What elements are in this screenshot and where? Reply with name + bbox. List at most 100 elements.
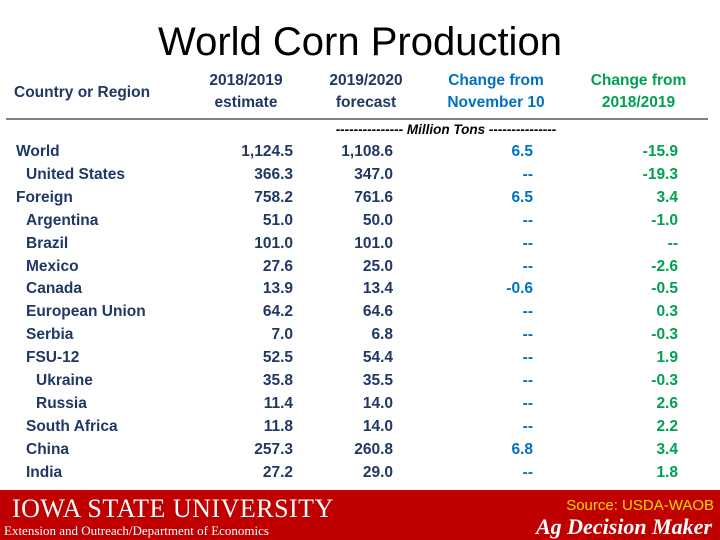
row-estimate: 101.0: [254, 234, 293, 252]
row-forecast: 35.5: [362, 372, 393, 389]
row-name: India: [26, 463, 63, 481]
header-chg-nov-line2: November 10: [447, 94, 545, 111]
footer-bar: Iowa State University Extension and Outr…: [0, 490, 720, 540]
units-label: --------------- Million Tons -----------…: [335, 122, 557, 137]
row-name: Mexico: [26, 257, 79, 275]
row-change-prev: -0.3: [651, 372, 678, 389]
row-name: Ukraine: [36, 372, 93, 389]
row-name: China: [26, 440, 70, 458]
row-change-prev: 1.8: [656, 463, 678, 481]
header-chg-prev-line2: 2018/2019: [601, 94, 676, 111]
header-divider: [6, 118, 708, 120]
row-change-nov: 6.5: [511, 188, 533, 206]
row-change-nov: --: [522, 234, 533, 252]
row-change-nov: --: [522, 257, 533, 275]
department-label: Extension and Outreach/Department of Eco…: [4, 523, 269, 538]
table-row: Mexico 27.6 25.0 -- -2.6: [6, 255, 708, 278]
row-change-prev: -19.3: [642, 165, 678, 183]
source-label: Source: USDA-WAOB: [566, 497, 714, 514]
table-row: India 27.2 29.0 -- 1.8: [6, 461, 708, 484]
row-estimate: 758.2: [254, 188, 293, 206]
row-estimate: 11.8: [263, 417, 293, 435]
table-row: Argentina 51.0 50.0 -- -1.0: [6, 209, 708, 232]
university-logo: Iowa State University: [12, 494, 334, 523]
row-change-prev: -1.0: [651, 211, 678, 229]
row-change-nov: --: [522, 326, 533, 344]
row-name: South Africa: [26, 417, 118, 435]
row-name: European Union: [26, 303, 146, 321]
row-estimate: 366.3: [254, 165, 293, 183]
row-change-nov: --: [522, 211, 533, 229]
row-estimate: 11.4: [263, 394, 293, 412]
row-change-prev: 0.3: [656, 303, 678, 321]
row-forecast: 6.8: [371, 326, 393, 344]
row-estimate: 27.2: [262, 463, 293, 481]
row-estimate: 35.8: [262, 372, 293, 389]
row-change-nov: -0.6: [506, 280, 533, 298]
row-estimate: 13.9: [262, 280, 293, 298]
row-change-prev: 3.4: [656, 440, 678, 458]
row-name: Foreign: [16, 188, 73, 206]
row-change-nov: --: [522, 349, 533, 367]
table-row: Russia 11.4 14.0 -- 2.6: [6, 392, 708, 415]
slide-title: World Corn Production: [158, 20, 562, 64]
table-row: FSU-12 52.5 54.4 -- 1.9: [6, 346, 708, 369]
row-forecast: 761.6: [354, 188, 393, 206]
row-forecast: 260.8: [354, 440, 393, 458]
table-row: World 1,124.5 1,108.6 6.5 -15.9: [6, 140, 708, 163]
row-change-prev: -2.6: [651, 257, 678, 275]
row-forecast: 29.0: [362, 463, 393, 481]
row-name: Serbia: [26, 326, 74, 344]
row-change-nov: --: [522, 417, 533, 435]
table-row: Foreign 758.2 761.6 6.5 3.4: [6, 186, 708, 209]
brand-label: Ag Decision Maker: [536, 514, 712, 539]
row-name: Russia: [36, 394, 87, 412]
row-forecast: 50.0: [362, 211, 393, 229]
row-change-nov: --: [522, 303, 533, 321]
row-change-prev: -0.5: [651, 280, 678, 298]
table-header: Country or Region 2018/2019 estimate 201…: [6, 68, 708, 118]
header-est-line2: estimate: [214, 94, 278, 111]
row-estimate: 52.5: [262, 349, 293, 367]
row-forecast: 101.0: [354, 234, 393, 252]
row-change-nov: --: [522, 165, 533, 183]
row-forecast: 25.0: [362, 257, 393, 275]
table-row: South Africa 11.8 14.0 -- 2.2: [6, 415, 708, 438]
row-change-prev: 1.9: [656, 349, 678, 367]
row-name: FSU-12: [26, 349, 80, 367]
row-estimate: 27.6: [262, 257, 293, 275]
row-change-nov: 6.8: [511, 440, 533, 458]
row-estimate: 64.2: [262, 303, 293, 321]
table-row: Canada 13.9 13.4 -0.6 -0.5: [6, 277, 708, 300]
row-forecast: 14.0: [362, 417, 393, 435]
header-chg-nov-line1: Change from: [448, 72, 544, 89]
row-change-prev: --: [667, 234, 678, 252]
row-change-prev: 2.2: [656, 417, 678, 435]
row-name: Brazil: [26, 234, 69, 252]
row-estimate: 7.0: [271, 326, 293, 344]
row-change-nov: --: [522, 372, 533, 389]
row-change-nov: 6.5: [511, 143, 533, 160]
row-name: World: [16, 143, 60, 160]
table-row: China 257.3 260.8 6.8 3.4: [6, 438, 708, 461]
row-name: Canada: [26, 280, 82, 298]
table-row: Brazil 101.0 101.0 -- --: [6, 232, 708, 255]
row-estimate: 51.0: [262, 211, 293, 229]
row-forecast: 13.4: [362, 280, 393, 298]
row-change-prev: -15.9: [642, 143, 678, 160]
row-estimate: 1,124.5: [241, 143, 293, 160]
row-forecast: 64.6: [362, 303, 393, 321]
header-fc-line2: forecast: [335, 94, 397, 111]
row-name: United States: [26, 165, 126, 183]
table-row: Ukraine 35.8 35.5 -- -0.3: [6, 369, 708, 392]
header-est-line1: 2018/2019: [209, 72, 283, 89]
row-change-nov: --: [522, 463, 533, 481]
row-estimate: 257.3: [254, 440, 293, 458]
row-forecast: 347.0: [354, 165, 393, 183]
row-forecast: 1,108.6: [341, 143, 393, 160]
production-table: Country or Region 2018/2019 estimate 201…: [6, 68, 708, 486]
row-forecast: 14.0: [362, 394, 393, 412]
table-row: European Union 64.2 64.6 -- 0.3: [6, 300, 708, 323]
row-change-prev: 2.6: [656, 394, 678, 412]
header-country: Country or Region: [14, 84, 151, 101]
